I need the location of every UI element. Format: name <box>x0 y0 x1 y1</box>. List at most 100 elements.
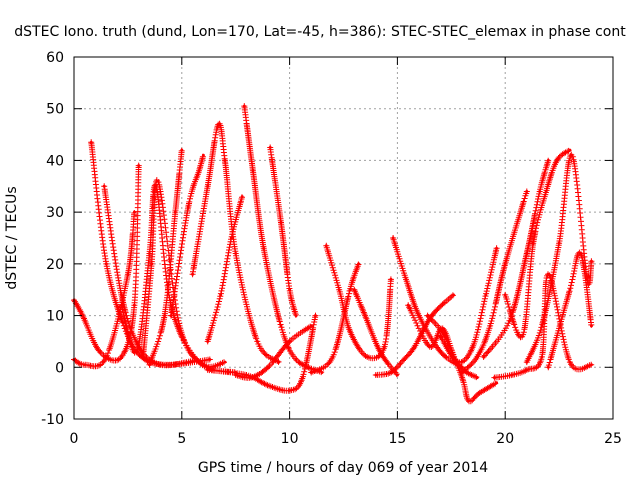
data-point <box>374 373 378 377</box>
data-point <box>132 210 136 214</box>
data-point <box>249 376 253 380</box>
data-point <box>141 355 145 359</box>
data-point <box>378 350 382 354</box>
data-point <box>126 272 130 276</box>
data-point <box>156 179 160 183</box>
y-tick-label: 40 <box>46 153 64 169</box>
data-point <box>475 355 479 359</box>
data-point <box>413 345 417 349</box>
data-point <box>83 363 87 367</box>
data-point <box>555 158 559 162</box>
data-point <box>102 184 106 188</box>
data-point <box>525 252 529 256</box>
data-point <box>294 314 298 318</box>
data-point <box>488 324 492 328</box>
data-point <box>104 262 108 266</box>
data-point <box>242 104 246 108</box>
data-point <box>279 324 283 328</box>
data-point <box>589 363 593 367</box>
axis-ticks: -10 0 10 20 30 40 50 60 0 5 10 15 20 25 <box>41 50 622 447</box>
data-point <box>589 324 593 328</box>
series-pass-s <box>390 235 465 371</box>
series-pass-p <box>308 261 362 376</box>
data-point <box>223 158 227 162</box>
data-point <box>510 373 514 377</box>
data-point <box>348 329 352 333</box>
series-pass-i <box>189 120 282 365</box>
data-point <box>279 220 283 224</box>
x-tick-label: 0 <box>70 431 79 447</box>
series-pass-v <box>437 245 500 366</box>
data-point <box>119 355 123 359</box>
plus-markers <box>308 261 362 376</box>
data-point <box>467 399 471 403</box>
data-point <box>538 189 542 193</box>
data-point <box>186 205 190 209</box>
data-point <box>568 148 572 152</box>
data-point <box>268 146 272 149</box>
data-point <box>104 355 108 359</box>
y-tick-label: 50 <box>46 102 64 118</box>
data-point <box>309 370 313 374</box>
data-point <box>460 370 464 374</box>
data-point <box>540 324 544 328</box>
x-tick-label: 10 <box>281 431 299 447</box>
data-point <box>382 345 386 349</box>
data-point <box>229 236 233 240</box>
data-point <box>439 334 443 338</box>
data-point <box>135 350 139 354</box>
data-point <box>348 288 352 292</box>
data-point <box>251 169 255 173</box>
data-point <box>89 140 93 144</box>
data-point <box>406 303 410 307</box>
data-point <box>191 272 195 276</box>
data-point <box>266 365 270 369</box>
data-point <box>531 241 535 245</box>
data-point <box>402 358 406 362</box>
data-point <box>520 334 524 338</box>
plot-frame <box>73 56 614 420</box>
data-point <box>352 288 356 292</box>
y-axis-label: dSTEC / TECUs <box>4 186 20 289</box>
data-series <box>71 103 595 405</box>
data-point <box>98 350 102 354</box>
series-pass-z <box>502 147 572 341</box>
data-point <box>331 355 335 359</box>
data-point <box>266 383 270 387</box>
data-point <box>492 376 496 380</box>
data-point <box>180 148 184 152</box>
chart-title: dSTEC Iono. truth (dund, Lon=170, Lat=-4… <box>14 24 626 40</box>
data-point <box>216 122 220 126</box>
x-axis-label: GPS time / hours of day 069 of year 2014 <box>198 460 488 476</box>
data-point <box>546 365 550 369</box>
data-point <box>206 184 210 188</box>
data-point <box>557 241 561 245</box>
data-point <box>255 339 259 343</box>
data-point <box>240 195 244 199</box>
data-point <box>430 314 434 318</box>
y-tick-label: -10 <box>41 412 64 428</box>
data-point <box>158 363 162 367</box>
data-point <box>389 277 393 281</box>
data-point <box>197 169 201 173</box>
data-point <box>570 153 574 157</box>
data-point <box>262 246 266 250</box>
data-point <box>301 376 305 380</box>
data-point <box>191 359 195 363</box>
data-point <box>208 358 212 362</box>
data-point <box>525 368 529 372</box>
data-point <box>503 262 507 266</box>
data-point <box>540 355 544 359</box>
data-point <box>451 293 455 297</box>
series-pass-q <box>351 286 400 378</box>
data-point <box>568 288 572 292</box>
data-point <box>482 355 486 359</box>
data-point <box>81 314 85 318</box>
data-point <box>150 262 154 266</box>
series-pass-g <box>146 147 185 368</box>
data-point <box>201 153 205 157</box>
data-point <box>294 358 298 362</box>
data-point <box>357 262 361 266</box>
data-point <box>389 370 393 374</box>
data-point <box>324 244 328 248</box>
